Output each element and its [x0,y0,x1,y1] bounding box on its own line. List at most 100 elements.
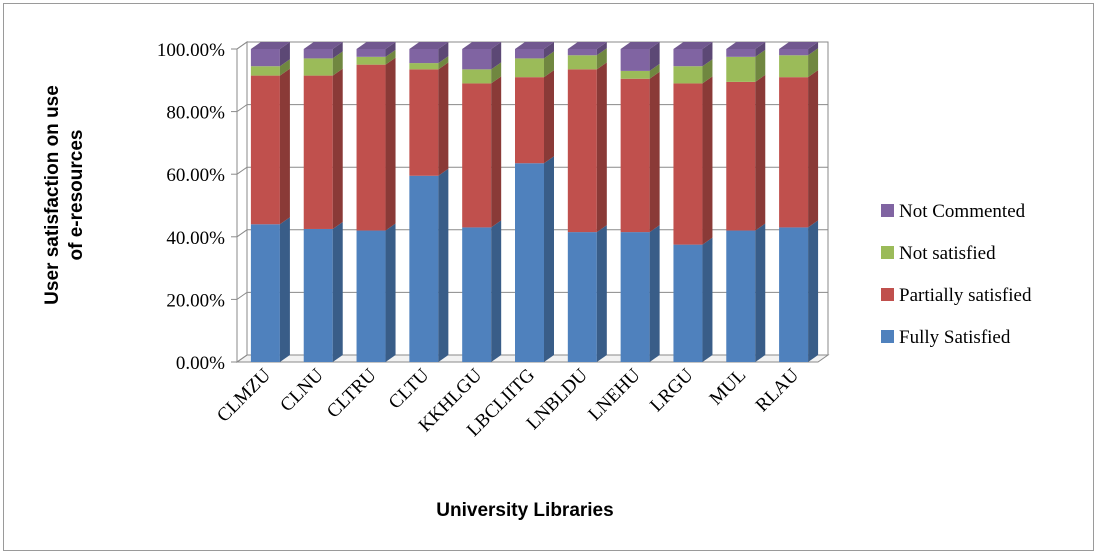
bar-front [673,66,703,84]
bar-segment [250,59,290,76]
bar-segment [779,220,819,362]
bar-side [702,59,713,84]
bar-front [673,244,703,362]
bar-side [438,42,449,64]
bar-side [438,56,449,70]
bar-segment [673,237,713,362]
bar-side [755,42,766,57]
bar-front [462,49,492,70]
y-axis-title-line-2: of e-resources [66,130,87,261]
legend-swatch [881,204,894,217]
x-tick-label: RLAU [752,364,804,416]
bar-segment [303,51,343,76]
bar-segment [409,62,449,176]
y-tick-label: 80.00% [166,103,225,124]
bar-front [250,66,280,76]
bar-front [303,58,333,76]
bar-front [567,232,597,362]
bar-side [755,223,766,362]
legend-label: Partially satisfied [899,285,1032,306]
bar-side [544,42,554,59]
legend-label: Not Commented [899,201,1026,222]
x-tick-label: CLTRU [323,364,381,422]
bar-top [515,42,554,49]
bar-side [332,42,343,59]
bar-side [332,51,343,76]
bar-segment [673,42,713,67]
bar-segment [620,63,660,79]
bar-side [385,57,396,231]
bar-segment [356,223,396,362]
bar-side [649,225,660,362]
bar-front [567,69,597,233]
x-tick-label: MUL [706,365,751,410]
bar-front [462,83,492,228]
bar-front [779,55,809,78]
bar-front [673,83,703,245]
bar-top [250,42,290,49]
bar-segment [409,56,449,70]
bar-side [279,59,290,76]
bar-segment [620,71,660,233]
bar-front [779,77,809,228]
bar-segment [620,42,660,71]
bar-segment [250,42,290,67]
bar-front [409,63,439,70]
bar-front [515,163,544,362]
bar-front [620,232,650,362]
bar-side [544,156,554,362]
bar-side [702,237,713,362]
legend: Not Commented Not satisfied Partially sati… [881,201,1032,348]
legend-item: Fully Satisfied [881,327,1011,348]
bar-segment [673,76,713,245]
bar-front [303,75,333,229]
bar-side [491,76,502,228]
bar-front [620,78,650,233]
bar-segment [567,62,607,233]
bar-segment [250,68,290,225]
bar-front [567,55,597,70]
bar-side [755,74,766,231]
bar-segment [515,42,554,59]
legend-item: Not Commented [881,201,1026,222]
bar-top [356,42,396,49]
y-tick-labels: 0.00% 20.00% 40.00% 60.00% 80.00% 100.00% [157,40,225,374]
legend-swatch [881,246,894,259]
bar-side [702,42,713,67]
bar-front [250,75,280,225]
bar-front [356,230,386,362]
bar-side [596,48,607,70]
bar-side [544,70,554,164]
bar-top [462,42,502,49]
y-tick-label: 0.00% [176,353,225,374]
bar-segment [303,68,343,229]
legend-label: Not satisfied [899,243,996,264]
bar-side [596,225,607,362]
bar-front [515,77,544,164]
bar-segment [726,49,766,82]
bar-segment [356,57,396,231]
bar-front [462,227,492,362]
bar-front [409,49,439,64]
bar-side [491,42,502,70]
bar-top [567,42,607,49]
bar-side [438,62,449,176]
bar-front [303,228,333,362]
bar-segment [356,42,396,57]
bar-top [303,42,343,49]
bar-front [673,49,703,67]
bar-side [808,48,819,78]
bar-segment [673,59,713,84]
bar-side [385,42,396,57]
bar-front [567,49,597,56]
bar-side [649,42,660,71]
bar-front [356,49,386,57]
bar-side [491,220,502,362]
legend-label: Fully Satisfied [899,327,1011,348]
bar-front [250,49,280,67]
bar-segment [462,220,502,362]
bar-segment [462,42,502,70]
bar-segment [515,51,554,78]
bar-front [620,49,650,71]
bar-top [620,42,660,49]
